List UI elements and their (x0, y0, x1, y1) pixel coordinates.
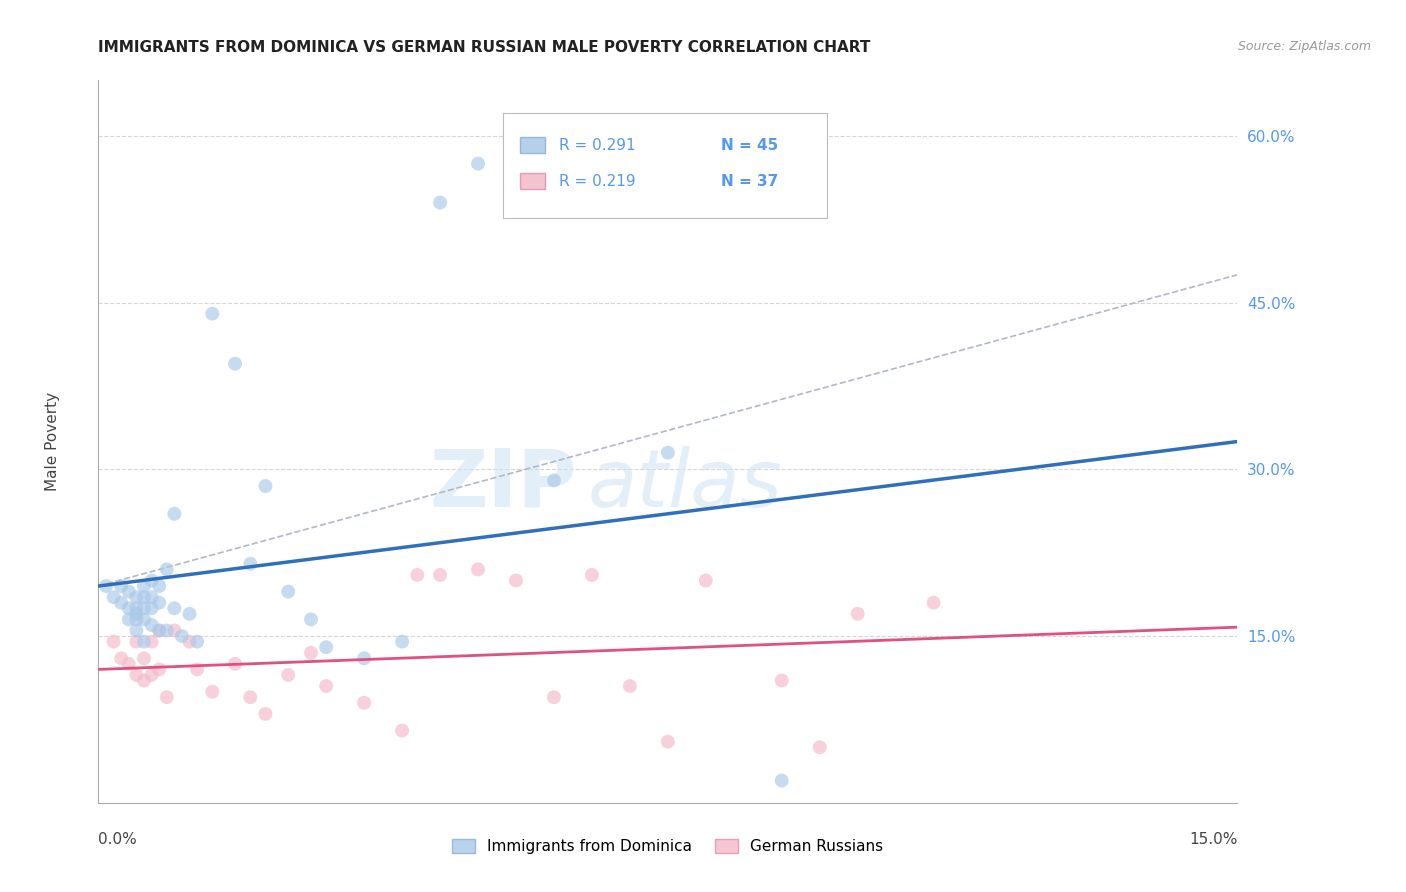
Point (132, 590, 155, 604)
Text: 15.0%: 15.0% (1189, 831, 1237, 847)
Point (125, 607, 148, 621)
Point (277, 584, 299, 599)
Point (254, 706, 277, 721)
Point (163, 507, 186, 521)
Text: Source: ZipAtlas.com: Source: ZipAtlas.com (1237, 40, 1371, 54)
Point (118, 612, 141, 626)
Point (125, 634, 148, 648)
Point (148, 596, 170, 610)
Point (299, 646, 322, 660)
Point (353, 696, 375, 710)
Text: R = 0.219: R = 0.219 (558, 174, 636, 189)
Point (353, 651, 375, 665)
Point (141, 634, 163, 648)
Text: atlas: atlas (588, 446, 783, 524)
Point (186, 634, 208, 648)
Text: R = 0.291: R = 0.291 (558, 137, 636, 153)
Point (391, 634, 413, 648)
Point (254, 479, 277, 493)
Point (148, 579, 170, 593)
Point (846, 607, 869, 621)
Point (141, 574, 163, 588)
Point (467, 156, 489, 170)
Point (118, 601, 141, 615)
Point (770, 673, 793, 688)
Point (148, 624, 170, 638)
Point (505, 574, 527, 588)
Point (429, 195, 451, 210)
Point (391, 723, 413, 738)
Point (141, 590, 163, 604)
Point (543, 474, 565, 488)
Point (141, 668, 163, 682)
Point (125, 668, 148, 682)
Text: ZIP: ZIP (429, 446, 576, 524)
Point (429, 568, 451, 582)
Point (156, 562, 179, 576)
Point (467, 562, 489, 576)
Bar (520, 137, 546, 153)
Point (132, 634, 155, 648)
Text: IMMIGRANTS FROM DOMINICA VS GERMAN RUSSIAN MALE POVERTY CORRELATION CHART: IMMIGRANTS FROM DOMINICA VS GERMAN RUSSI… (98, 40, 870, 55)
Point (619, 679, 641, 693)
Text: 0.0%: 0.0% (98, 831, 138, 847)
Point (103, 590, 125, 604)
Point (148, 662, 170, 676)
Point (103, 634, 125, 648)
Point (315, 679, 337, 693)
Point (148, 624, 170, 638)
Point (922, 596, 945, 610)
Point (239, 557, 262, 571)
Point (201, 684, 224, 698)
Point (543, 690, 565, 705)
Point (224, 657, 246, 671)
Point (179, 607, 201, 621)
Point (406, 568, 429, 582)
Point (110, 596, 132, 610)
Point (110, 651, 132, 665)
Point (299, 612, 322, 626)
Point (808, 740, 831, 755)
Point (132, 601, 155, 615)
Point (125, 624, 148, 638)
Point (125, 612, 148, 626)
Bar (503, 112, 827, 218)
Point (224, 357, 246, 371)
Point (186, 662, 208, 676)
Point (156, 690, 179, 705)
Point (277, 668, 299, 682)
Point (132, 673, 155, 688)
Point (132, 579, 155, 593)
Point (132, 651, 155, 665)
Point (315, 640, 337, 655)
Legend: Immigrants from Dominica, German Russians: Immigrants from Dominica, German Russian… (446, 833, 890, 860)
Point (239, 690, 262, 705)
Point (695, 574, 717, 588)
Point (110, 579, 132, 593)
Point (125, 590, 148, 604)
Point (657, 445, 679, 459)
Point (770, 773, 793, 788)
Point (118, 657, 141, 671)
Point (132, 612, 155, 626)
Text: N = 37: N = 37 (721, 174, 779, 189)
Point (94, 579, 117, 593)
Point (163, 601, 186, 615)
Text: N = 45: N = 45 (721, 137, 779, 153)
Point (141, 601, 163, 615)
Point (581, 568, 603, 582)
Point (163, 624, 186, 638)
Text: Male Poverty: Male Poverty (45, 392, 60, 491)
Point (118, 584, 141, 599)
Point (125, 601, 148, 615)
Point (657, 734, 679, 748)
Point (170, 629, 193, 643)
Point (156, 624, 179, 638)
Point (201, 307, 224, 321)
Bar (520, 173, 546, 189)
Point (141, 618, 163, 632)
Point (179, 634, 201, 648)
